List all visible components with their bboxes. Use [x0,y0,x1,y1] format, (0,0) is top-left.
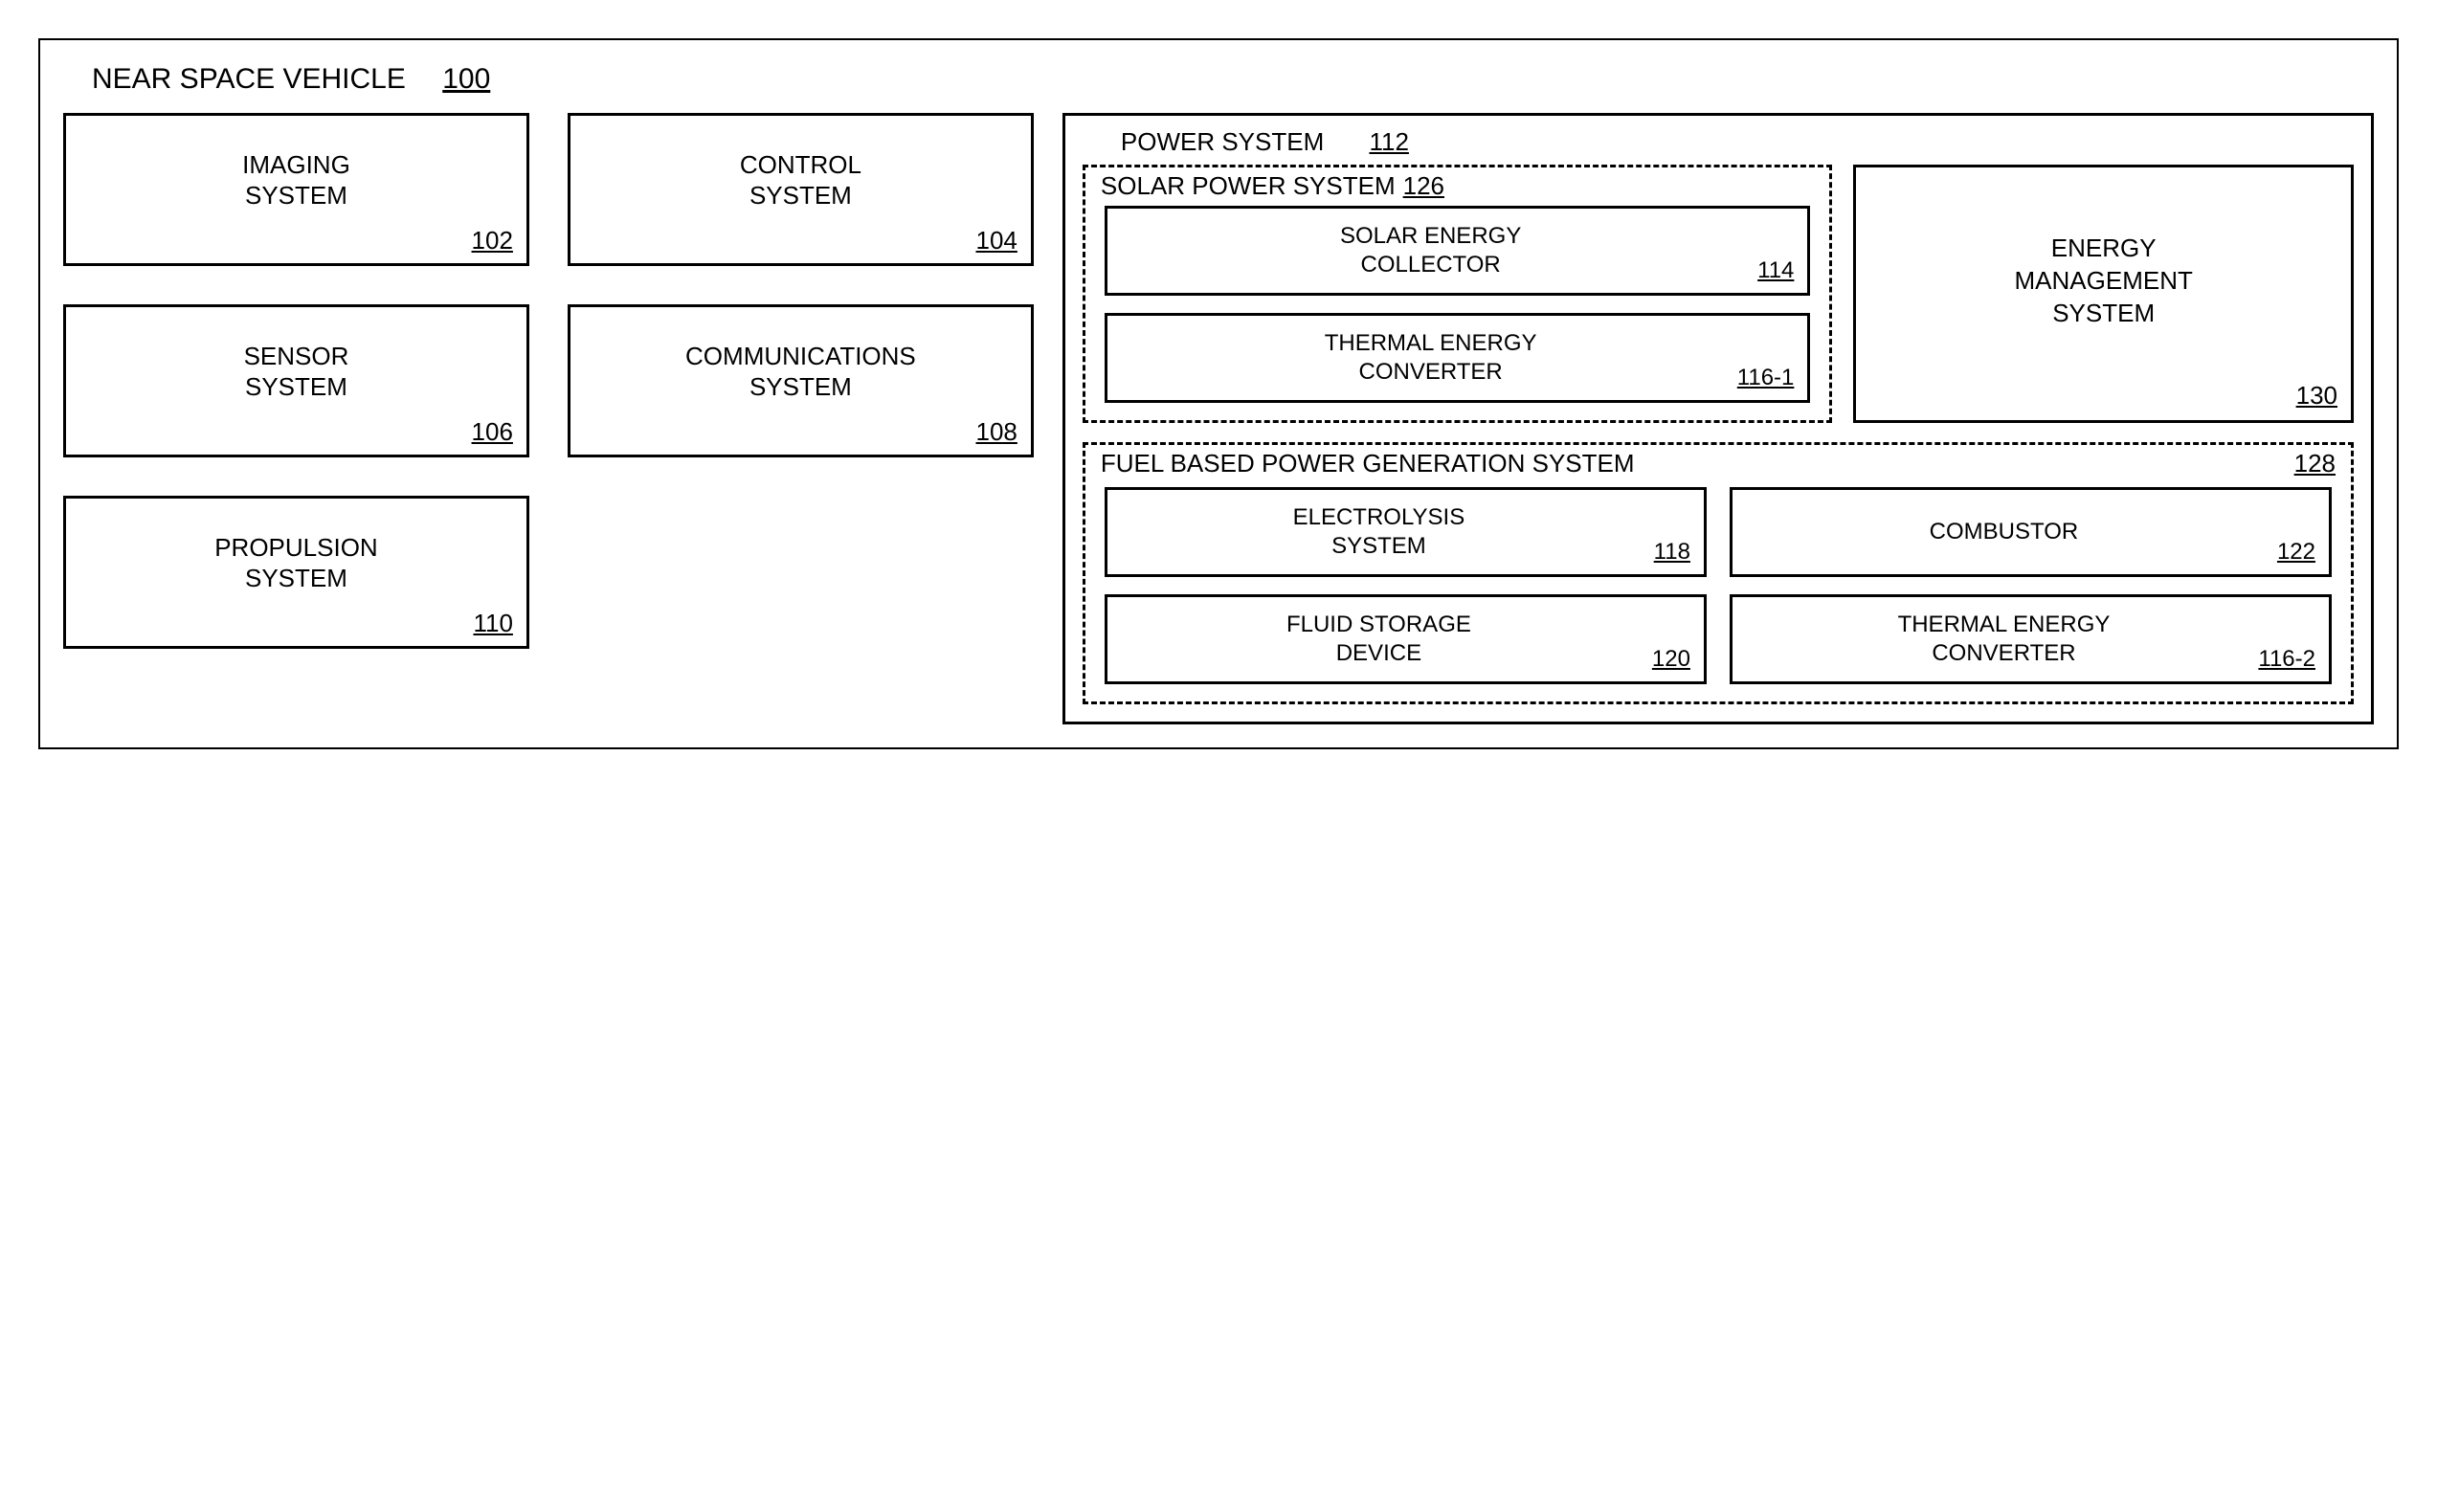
combustor-ref: 122 [2277,538,2315,567]
energy-management-system-label: ENERGYMANAGEMENTSYSTEM [2015,233,2193,329]
communications-system-label: COMMUNICATIONSSYSTEM [685,341,916,403]
imaging-system-label: IMAGINGSYSTEM [242,149,350,211]
fluid-storage-device-box: FLUID STORAGEDEVICE 120 [1105,594,1707,684]
control-system-ref: 104 [975,225,1017,256]
left-subsystem-grid: IMAGINGSYSTEM 102 CONTROLSYSTEM 104 SENS… [63,113,1034,724]
control-system-label: CONTROLSYSTEM [740,149,861,211]
fluid-storage-device-ref: 120 [1652,645,1690,674]
energy-management-system-box: ENERGYMANAGEMENTSYSTEM 130 [1853,165,2354,423]
power-upper-row: SOLAR POWER SYSTEM 126 SOLAR ENERGYCOLLE… [1083,165,2354,423]
sensor-system-ref: 106 [472,416,513,448]
power-system-box: POWER SYSTEM 112 SOLAR POWER SYSTEM 126 … [1062,113,2374,724]
thermal-energy-converter-1-label: THERMAL ENERGYCONVERTER [1325,329,1537,387]
fuel-based-power-generation-system-box: FUEL BASED POWER GENERATION SYSTEM 128 E… [1083,442,2354,704]
sensor-system-box: SENSORSYSTEM 106 [63,304,529,457]
imaging-system-ref: 102 [472,225,513,256]
near-space-vehicle-frame: NEAR SPACE VEHICLE 100 IMAGINGSYSTEM 102… [38,38,2399,749]
energy-management-system-ref: 130 [2296,380,2337,412]
fuel-based-ref: 128 [2294,449,2336,478]
power-system-ref: 112 [1369,127,1408,156]
propulsion-system-label: PROPULSIONSYSTEM [214,532,378,594]
control-system-box: CONTROLSYSTEM 104 [568,113,1034,266]
propulsion-system-ref: 110 [473,608,512,639]
thermal-energy-converter-2-ref: 116-2 [2258,645,2315,674]
communications-system-box: COMMUNICATIONSSYSTEM 108 [568,304,1034,457]
combustor-box: COMBUSTOR 122 [1730,487,2332,577]
thermal-energy-converter-2-label: THERMAL ENERGYCONVERTER [1898,611,2111,668]
fuel-based-label: FUEL BASED POWER GENERATION SYSTEM [1101,449,1635,478]
electrolysis-system-ref: 118 [1654,538,1690,567]
combustor-label: COMBUSTOR [1930,518,2079,546]
thermal-energy-converter-1-box: THERMAL ENERGYCONVERTER 116-1 [1105,313,1811,403]
vehicle-title-label: NEAR SPACE VEHICLE [92,63,406,95]
solar-power-system-ref: 126 [1403,171,1444,201]
power-system-label: POWER SYSTEM [1121,127,1324,156]
solar-energy-collector-label: SOLAR ENERGYCOLLECTOR [1340,222,1521,279]
vehicle-title-ref: 100 [442,63,490,95]
thermal-energy-converter-2-box: THERMAL ENERGYCONVERTER 116-2 [1730,594,2332,684]
fuel-based-title: FUEL BASED POWER GENERATION SYSTEM 128 [1101,449,2336,478]
vehicle-title: NEAR SPACE VEHICLE 100 [92,63,2374,96]
solar-power-system-title: SOLAR POWER SYSTEM 126 [1101,171,1815,201]
imaging-system-box: IMAGINGSYSTEM 102 [63,113,529,266]
power-system-title: POWER SYSTEM 112 [1121,127,2354,157]
thermal-energy-converter-1-ref: 116-1 [1737,364,1795,392]
solar-energy-collector-ref: 114 [1757,256,1794,285]
solar-power-system-box: SOLAR POWER SYSTEM 126 SOLAR ENERGYCOLLE… [1083,165,1833,423]
sensor-system-label: SENSORSYSTEM [244,341,349,403]
communications-system-ref: 108 [975,416,1017,448]
electrolysis-system-box: ELECTROLYSISSYSTEM 118 [1105,487,1707,577]
electrolysis-system-label: ELECTROLYSISSYSTEM [1293,503,1465,561]
propulsion-system-box: PROPULSIONSYSTEM 110 [63,496,529,649]
solar-energy-collector-box: SOLAR ENERGYCOLLECTOR 114 [1105,206,1811,296]
solar-power-system-label: SOLAR POWER SYSTEM [1101,171,1396,201]
main-row: IMAGINGSYSTEM 102 CONTROLSYSTEM 104 SENS… [63,113,2374,724]
fluid-storage-device-label: FLUID STORAGEDEVICE [1286,611,1471,668]
